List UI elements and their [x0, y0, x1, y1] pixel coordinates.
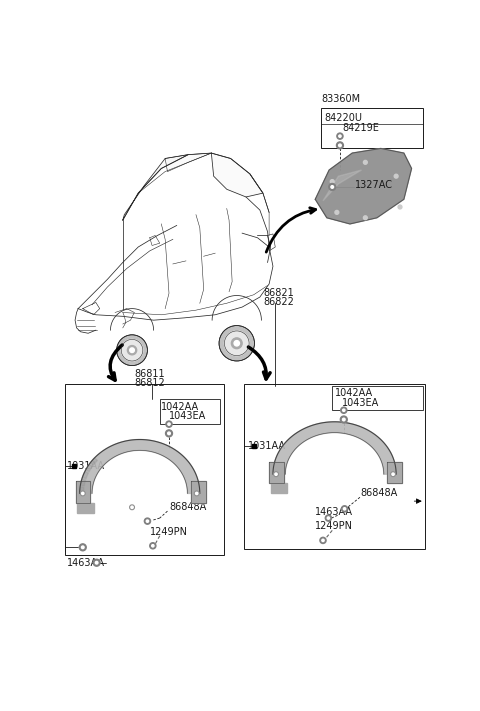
- Text: 1327AC: 1327AC: [355, 181, 393, 191]
- Circle shape: [168, 432, 170, 434]
- Text: 84219E: 84219E: [342, 123, 379, 133]
- Polygon shape: [85, 464, 93, 471]
- Circle shape: [327, 517, 330, 519]
- Text: 1043EA: 1043EA: [169, 412, 206, 422]
- Polygon shape: [273, 422, 396, 474]
- Text: 1463AA: 1463AA: [315, 507, 353, 517]
- Circle shape: [330, 180, 334, 183]
- Bar: [322, 108, 423, 149]
- Circle shape: [336, 142, 343, 149]
- Circle shape: [225, 331, 249, 356]
- Circle shape: [152, 545, 154, 547]
- Circle shape: [166, 421, 172, 427]
- Text: 86811: 86811: [134, 369, 165, 379]
- Circle shape: [82, 546, 84, 549]
- Text: 83360M: 83360M: [322, 94, 360, 105]
- Circle shape: [168, 423, 170, 425]
- Circle shape: [274, 472, 278, 476]
- Bar: [65, 384, 224, 555]
- Circle shape: [131, 506, 133, 508]
- Circle shape: [329, 183, 336, 191]
- Circle shape: [231, 338, 242, 348]
- Polygon shape: [83, 471, 88, 479]
- Text: 86812: 86812: [134, 378, 165, 387]
- Circle shape: [394, 174, 398, 178]
- Circle shape: [96, 562, 98, 564]
- Text: 84220U: 84220U: [324, 112, 362, 123]
- Circle shape: [337, 133, 343, 139]
- Circle shape: [82, 492, 84, 495]
- Circle shape: [331, 186, 334, 188]
- Text: 86822: 86822: [263, 296, 294, 306]
- Circle shape: [121, 339, 143, 361]
- Text: 86848A: 86848A: [169, 501, 206, 511]
- Polygon shape: [165, 153, 211, 171]
- Circle shape: [234, 341, 240, 346]
- Circle shape: [93, 560, 100, 566]
- Text: 1249PN: 1249PN: [150, 527, 188, 537]
- Circle shape: [127, 346, 137, 355]
- Circle shape: [130, 505, 134, 510]
- Circle shape: [322, 539, 324, 542]
- Circle shape: [150, 542, 156, 549]
- Circle shape: [195, 492, 198, 495]
- Text: 1031AA: 1031AA: [248, 441, 286, 451]
- Circle shape: [341, 407, 347, 413]
- Polygon shape: [77, 503, 94, 513]
- Circle shape: [363, 161, 367, 164]
- Circle shape: [398, 205, 402, 209]
- Circle shape: [343, 409, 345, 412]
- Circle shape: [144, 518, 151, 524]
- Text: 86848A: 86848A: [360, 488, 397, 498]
- Text: 1249PN: 1249PN: [315, 520, 353, 530]
- Circle shape: [339, 135, 341, 137]
- Circle shape: [117, 335, 147, 365]
- Polygon shape: [323, 170, 361, 201]
- Polygon shape: [80, 487, 84, 493]
- Polygon shape: [80, 439, 200, 493]
- Text: 1042AA: 1042AA: [161, 402, 199, 412]
- Text: 1043EA: 1043EA: [342, 397, 380, 407]
- Circle shape: [363, 216, 367, 220]
- Circle shape: [392, 473, 394, 476]
- Circle shape: [340, 416, 347, 423]
- Bar: [244, 384, 425, 549]
- Circle shape: [325, 515, 332, 521]
- Polygon shape: [123, 154, 188, 220]
- Text: 1042AA: 1042AA: [335, 388, 372, 398]
- Circle shape: [79, 544, 86, 551]
- Polygon shape: [90, 458, 97, 465]
- Text: 86821: 86821: [263, 288, 294, 298]
- Circle shape: [194, 491, 199, 496]
- Circle shape: [275, 473, 277, 476]
- Polygon shape: [387, 462, 402, 483]
- Circle shape: [219, 326, 254, 361]
- Circle shape: [341, 506, 348, 512]
- Polygon shape: [80, 479, 85, 486]
- Circle shape: [320, 538, 326, 543]
- Polygon shape: [271, 483, 287, 493]
- Polygon shape: [76, 481, 90, 503]
- Polygon shape: [315, 149, 411, 224]
- Circle shape: [146, 520, 149, 523]
- Circle shape: [343, 508, 346, 510]
- Bar: [332, 385, 423, 410]
- Circle shape: [335, 210, 339, 214]
- Polygon shape: [191, 481, 206, 503]
- Circle shape: [81, 491, 85, 496]
- Circle shape: [342, 418, 345, 421]
- Polygon shape: [211, 153, 263, 197]
- Circle shape: [166, 430, 172, 437]
- Circle shape: [130, 348, 134, 353]
- Circle shape: [338, 144, 341, 146]
- Bar: [160, 400, 220, 424]
- Circle shape: [391, 472, 396, 476]
- Text: 1463AA: 1463AA: [67, 557, 106, 567]
- Polygon shape: [269, 462, 284, 483]
- Text: 1031AA: 1031AA: [67, 461, 106, 471]
